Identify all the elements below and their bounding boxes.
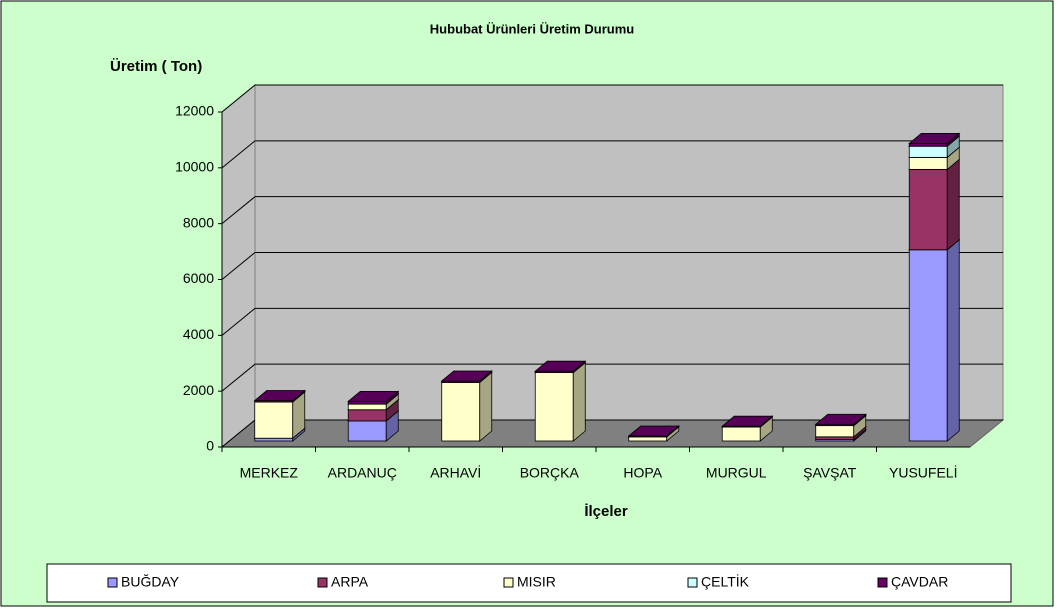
bar-side [572,361,586,442]
bar-top [440,370,493,382]
y-tick-label: 6000 [183,270,214,286]
legend [46,563,1012,603]
bar-top [534,360,587,372]
bar-top [627,425,680,437]
bar-segment [534,372,574,442]
legend-swatch [687,577,698,588]
bar-top [253,390,306,401]
grid-line [221,140,1003,169]
legend-label: ÇELTİK [701,573,750,590]
bar-segment [347,420,387,442]
bar-segment [347,409,387,422]
bar-segment [908,145,948,158]
grid-line [221,196,1003,225]
grid-line [221,363,1003,392]
bar-segment [908,249,948,442]
legend-label: MISIR [517,574,556,590]
y-tick-label: 10000 [175,159,214,175]
x-tick-label: MERKEZ [240,465,299,481]
legend-swatch [317,577,328,588]
x-tick-label: MURGUL [706,465,767,481]
bar-top [347,390,400,402]
bar-segment [254,437,294,442]
bar-segment [347,400,387,405]
chart-title: Hububat Ürünleri Üretim Durumu [430,21,634,36]
bar-segment [721,426,761,442]
legend-label: ARPA [331,574,369,590]
floor [220,419,1005,448]
y-axis-title: Üretim ( Ton) [110,58,202,75]
grid-line [221,84,1003,113]
bar-segment [628,436,668,442]
legend-swatch [877,577,888,588]
legend-swatch [107,577,118,588]
x-tick-label: YUSUFELİ [889,464,957,481]
y-tick-label: 12000 [175,103,214,119]
bar-side [946,158,960,251]
bar-segment [254,401,294,439]
bar-side [479,371,493,442]
bar-segment [815,436,855,441]
bar-segment [908,143,948,147]
legend-swatch [503,577,514,588]
plot-area [220,83,1005,449]
legend-label: ÇAVDAR [891,574,948,590]
x-tick-label: BORÇKA [520,465,580,481]
bar-top [908,133,961,144]
bar-top [721,415,774,427]
x-tick-label: ŞAVŞAT [803,465,857,481]
x-tick-label: HOPA [623,465,662,481]
x-tick-label: ARDANUÇ [328,465,397,481]
bar-side [946,238,960,442]
bar-segment [347,403,387,411]
y-tick-label: 2000 [183,382,214,398]
bar-segment [908,156,948,170]
y-tick-label: 8000 [183,214,214,230]
legend-label: BUĞDAY [121,574,180,590]
y-tick-label: 0 [206,438,214,454]
bar-top [814,413,867,425]
x-axis-title: İlçeler [584,503,628,520]
bar-segment [815,425,855,438]
grid-line [221,307,1003,336]
bar-segment [908,168,948,251]
y-tick-label: 4000 [183,326,214,342]
grid-line [221,252,1003,280]
bar-segment [441,381,481,442]
x-tick-label: ARHAVİ [430,464,481,481]
